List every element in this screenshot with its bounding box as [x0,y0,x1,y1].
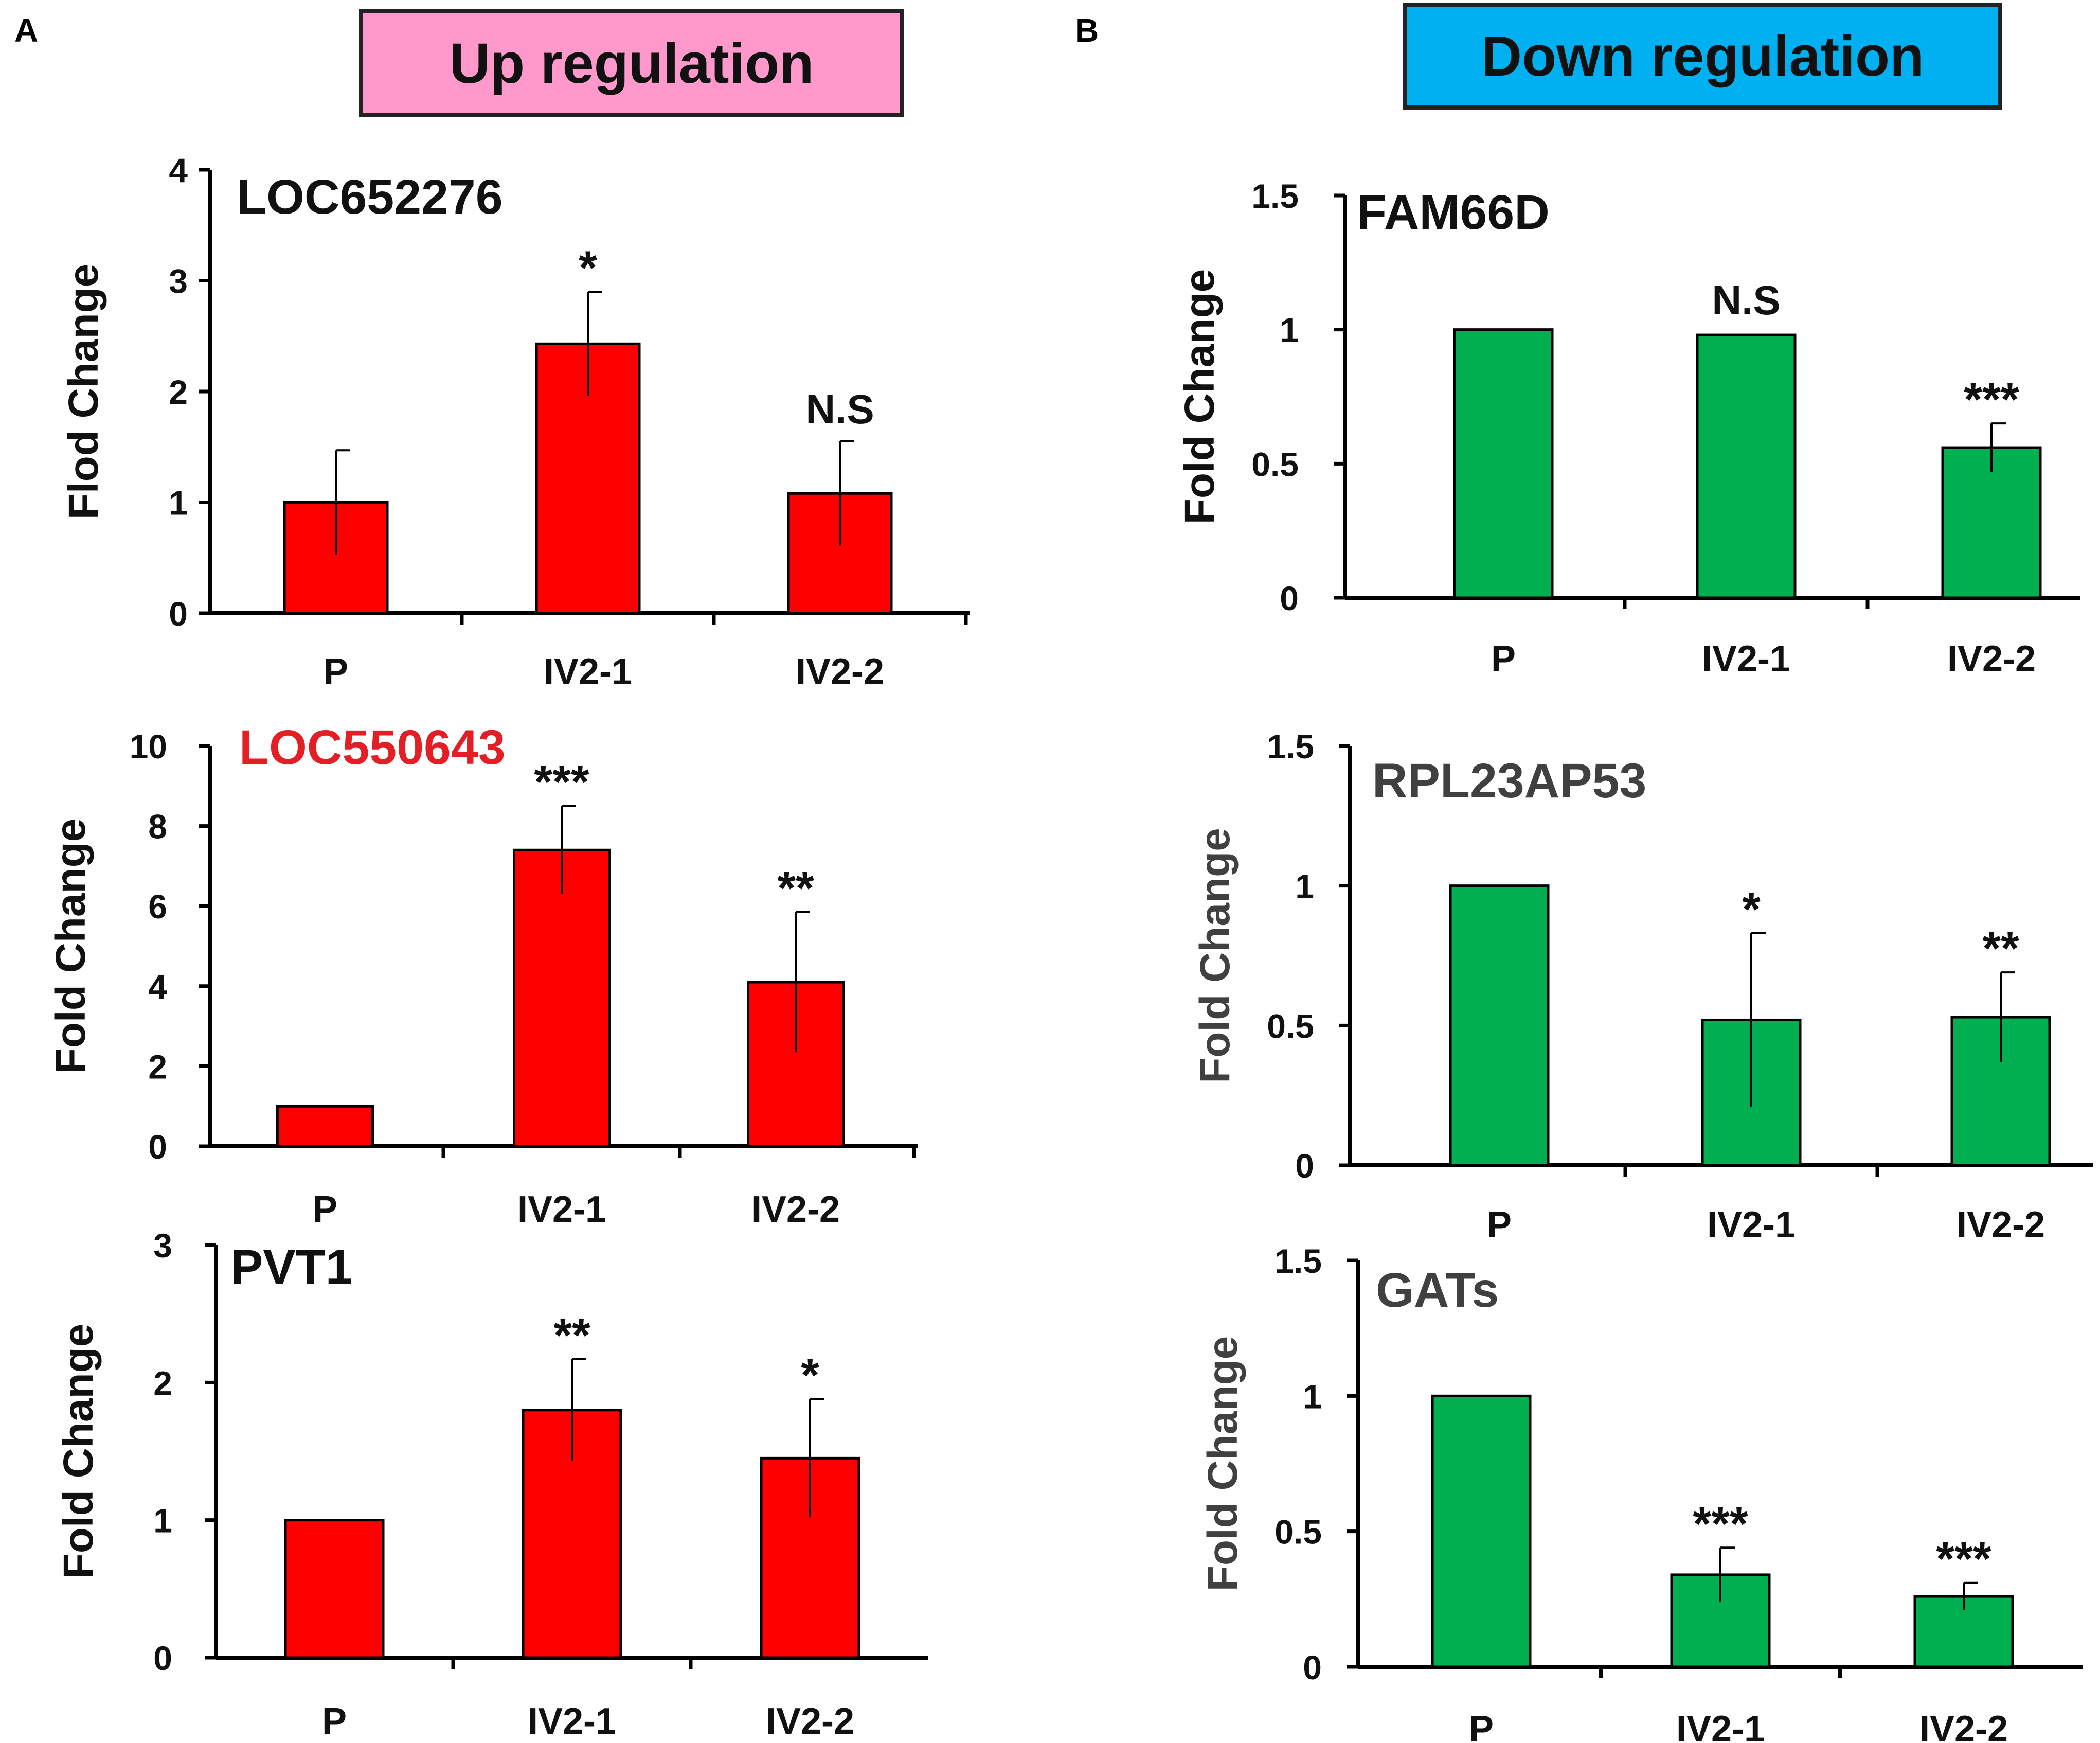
y-tick-label: 1 [1295,867,1314,905]
chart-title: LOC652276 [237,170,503,224]
y-tick-label: 1 [169,484,188,522]
y-axis-label: Fold Change [1199,1336,1246,1592]
category-label: IV2-1 [1676,1709,1765,1743]
category-label: P [1469,1709,1494,1743]
y-tick-label: 8 [148,808,167,846]
bar-IV2-1 [1696,333,1797,599]
category-label: P [1491,638,1516,680]
y-tick-label: 4 [169,151,188,189]
up-regulation-header: Up regulation [359,9,904,117]
category-label: IV2-2 [796,651,884,692]
chart-6: 0 0.5 1 1.5 P *** IV2-1 *** IV2-2 GATs Fold Change [1199,1242,2083,1743]
chart-3: 0 1 2 3 P ** IV2-1 * IV2-2 PVT1 Fold Change [55,1226,928,1742]
y-tick-label: 1 [153,1502,172,1540]
y-tick-label: 0.5 [1251,445,1299,483]
significance-label: * [801,1349,819,1401]
y-tick-label: 0 [153,1639,172,1677]
bar-P [276,1105,374,1148]
bar-P [1453,328,1554,599]
panel-a-letter: A [14,12,39,49]
y-tick-label: 0 [1295,1147,1314,1185]
y-tick-label: 3 [169,262,188,300]
y-tick-label: 6 [148,887,167,926]
category-label: IV2-1 [517,1189,606,1230]
significance-label: N.S [805,386,874,432]
panel-b-letter: B [1075,12,1099,49]
significance-label: *** [1964,374,2019,426]
category-label: P [322,1701,347,1742]
chart-title: FAM66D [1357,185,1550,240]
y-axis-label: Fold Change [1192,828,1239,1083]
y-tick-label: 2 [169,373,188,411]
category-label: IV2-1 [1707,1204,1796,1246]
chart-title: GATs [1376,1263,1499,1318]
y-tick-label: 2 [148,1047,167,1086]
down-regulation-header: Down regulation [1403,3,2002,110]
chart-title: RPL23AP53 [1372,754,1646,808]
significance-label: *** [1693,1498,1748,1550]
chart-2: 0 2 4 6 8 10 P *** IV2-1 ** IV2-2 LOC550643 Fold Cha… [47,720,918,1230]
category-label: IV2-2 [1957,1204,2045,1246]
chart-title: LOC550643 [239,720,506,775]
category-label: IV2-1 [528,1701,616,1742]
significance-label: * [579,242,597,294]
category-label: IV2-1 [544,651,632,692]
y-tick-label: 0.5 [1275,1513,1322,1551]
y-tick-label: 0 [1303,1648,1322,1686]
bar-P [1431,1394,1532,1668]
bar-IV2-1 [513,848,611,1148]
y-axis-label: Fold Change [55,1324,102,1579]
significance-label: ** [1982,922,2019,975]
y-tick-label: 1.5 [1267,727,1314,766]
y-tick-label: 2 [153,1364,172,1402]
category-label: IV2-1 [1702,638,1790,680]
category-label: IV2-2 [1947,638,2036,680]
chart-4: 0 0.5 1 1.5 P N.S IV2-1 *** IV2-2 FAM66D Fold Chan… [1176,177,2080,680]
significance-label: * [1742,883,1761,936]
y-tick-label: 0 [1280,579,1299,617]
significance-label: ** [553,1309,590,1362]
bar-P [283,501,389,615]
y-tick-label: 1.5 [1251,177,1299,215]
category-label: IV2-2 [1919,1709,2008,1743]
y-tick-label: 0 [148,1128,167,1166]
y-tick-label: 4 [148,968,167,1006]
y-tick-label: 10 [130,727,167,766]
significance-label: *** [534,756,589,809]
category-label: IV2-2 [751,1189,840,1230]
y-axis-label: Flod Change [60,264,107,520]
y-tick-label: 1 [1303,1377,1322,1415]
y-tick-label: 0.5 [1267,1007,1314,1045]
down-regulation-label: Down regulation [1481,24,1925,88]
category-label: P [313,1189,337,1230]
chart-title: PVT1 [230,1240,353,1294]
y-axis-label: Fold Change [47,819,94,1074]
category-label: P [324,651,348,692]
y-tick-label: 0 [169,595,188,633]
bar-P [1449,884,1550,1167]
y-tick-label: 1 [1280,311,1299,349]
bar-P [284,1519,385,1659]
y-tick-label: 1.5 [1275,1242,1322,1280]
up-regulation-label: Up regulation [449,31,814,95]
significance-label: ** [777,862,814,915]
y-tick-label: 3 [153,1226,172,1265]
category-label: P [1487,1204,1512,1246]
chart-5: 0 0.5 1 1.5 P * IV2-1 ** IV2-2 RPL23AP53 Fold Chan… [1192,727,2093,1246]
category-label: IV2-2 [766,1701,854,1742]
significance-label: *** [1936,1533,1991,1586]
chart-1: 0 1 2 3 4 P * IV2-1 N.S IV2-2 LOC652276 Flod Change [60,151,970,692]
y-axis-label: Fold Change [1176,269,1223,525]
significance-label: N.S [1712,277,1780,323]
